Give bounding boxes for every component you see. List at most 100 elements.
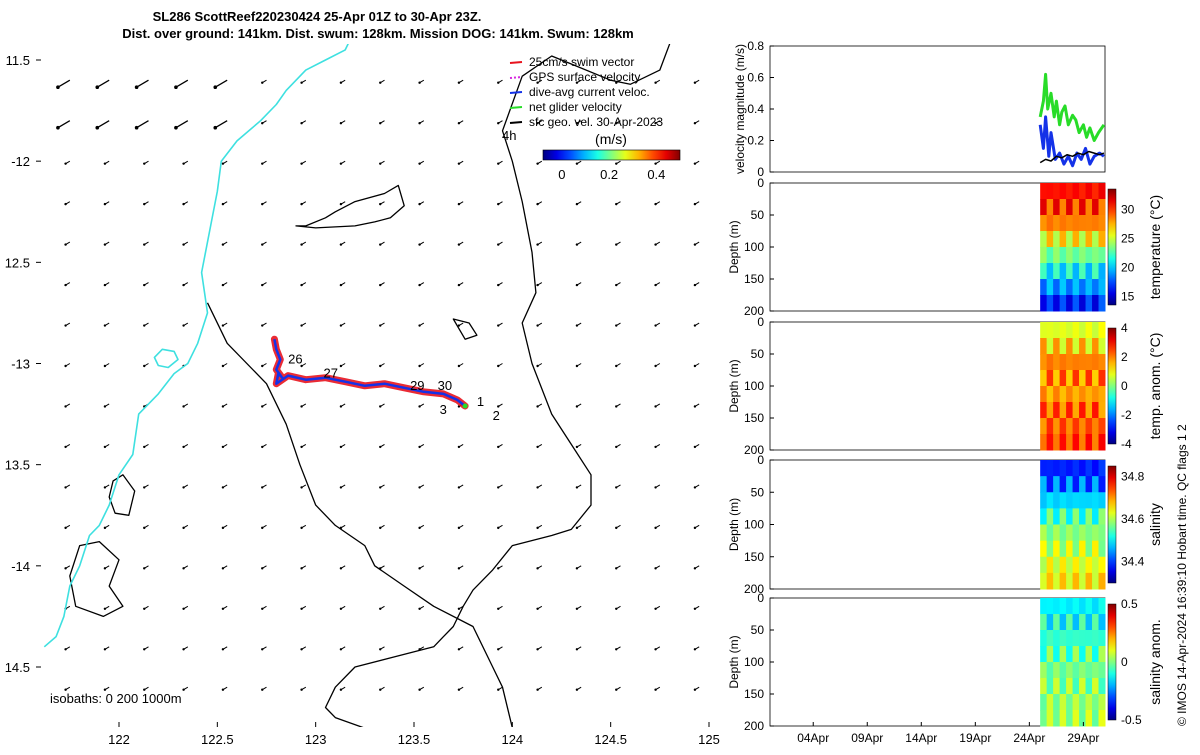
heatmap-cell: [1046, 556, 1054, 574]
heatmap-cell: [1059, 386, 1067, 403]
vector-arrow-head: [379, 324, 382, 327]
vector-arrow-head: [418, 122, 421, 125]
vector-arrow-head: [536, 567, 539, 570]
heatmap-cell: [1092, 231, 1100, 248]
heatmap-cell: [1040, 572, 1048, 590]
heatmap-cell: [1040, 630, 1048, 647]
vector-arrow: [457, 363, 464, 368]
heatmap-cell: [1072, 215, 1080, 232]
vector-arrow-head: [615, 324, 618, 327]
heatmap-y-tick-label: 100: [744, 379, 764, 393]
isobath-small-1: [108, 474, 136, 516]
vector-arrow-head: [64, 526, 67, 530]
map-x-tick-label: 122: [108, 732, 130, 747]
imos-credit: © IMOS 14-Apr-2024 16:39:10 Hobart time.…: [1175, 424, 1189, 726]
heatmap-cell: [1040, 460, 1048, 477]
vector-arrow: [64, 282, 71, 287]
map-colorbar-label: (m/s): [595, 131, 627, 147]
vector-arrow-head: [615, 243, 618, 246]
vector-arrow-head: [134, 85, 139, 90]
heatmap-cell: [1046, 524, 1054, 542]
vector-arrow-head: [339, 607, 343, 610]
heatmap-cell: [1066, 354, 1074, 371]
vector-arrow: [95, 79, 110, 90]
heatmap-cell: [1046, 215, 1054, 232]
legend-swatch: [509, 121, 523, 124]
heatmap-cell: [1040, 322, 1048, 339]
heatmap-cell: [1066, 402, 1074, 419]
vector-arrow: [457, 79, 464, 84]
heatmap-cell: [1053, 386, 1061, 403]
heatmap-cell: [1072, 694, 1080, 711]
vector-arrow: [143, 605, 149, 610]
vector-arrow-head: [379, 445, 382, 449]
heatmap-cell: [1079, 322, 1087, 339]
heatmap-cell: [1085, 508, 1093, 525]
vector-arrow-head: [103, 648, 107, 651]
vector-arrow-head: [615, 162, 618, 165]
vector-arrow-head: [103, 445, 107, 449]
vector-arrow: [64, 686, 71, 691]
vector-arrow: [693, 646, 700, 651]
heatmap-cell: [1079, 263, 1087, 280]
vector-arrow: [693, 484, 700, 489]
heatmap-cell: [1098, 556, 1106, 574]
vector-arrow: [379, 646, 385, 651]
heatmap-cell: [1053, 279, 1061, 296]
vector-arrow: [457, 282, 464, 287]
vector-arrow: [379, 524, 385, 530]
heatmap-cell: [1072, 492, 1080, 509]
heatmap-cell: [1098, 646, 1106, 663]
heatmap-cell: [1085, 295, 1093, 312]
heatmap-y-tick-label: 0: [757, 315, 764, 329]
heatmap-colorbar-tick: 15: [1121, 289, 1135, 303]
heatmap-cell: [1085, 460, 1093, 477]
vector-arrow-head: [300, 202, 303, 206]
vector-arrow: [56, 120, 71, 130]
vector-arrow: [615, 120, 621, 125]
vector-arrow-head: [379, 202, 382, 206]
heatmap-cell: [1059, 354, 1067, 371]
heatmap-cell: [1040, 418, 1048, 435]
vector-arrow-head: [143, 324, 146, 327]
vector-arrow-head: [497, 202, 500, 206]
heatmap-cell: [1053, 402, 1061, 419]
vector-arrow-head: [536, 445, 539, 449]
vector-arrow: [221, 201, 228, 206]
vector-arrow-head: [300, 243, 303, 246]
vector-arrow-head: [457, 364, 461, 368]
vector-arrow-head: [221, 283, 225, 287]
heatmap-cell: [1079, 434, 1087, 451]
vector-arrow-head: [64, 486, 67, 489]
vector-arrow-head: [575, 526, 579, 530]
vector-arrow-head: [64, 364, 67, 368]
heatmap-cell: [1079, 402, 1087, 419]
vector-arrow-head: [103, 607, 107, 610]
heatmap-cell: [1072, 402, 1080, 419]
heatmap-cell: [1085, 646, 1093, 663]
vector-arrow-head: [654, 405, 657, 408]
vector-arrow: [64, 565, 71, 570]
heatmap-cell: [1066, 279, 1074, 296]
vector-arrow-head: [615, 283, 618, 287]
vector-arrow-head: [497, 405, 500, 408]
vector-arrow-head: [497, 688, 500, 691]
vector-arrow-head: [693, 607, 697, 610]
heatmap-cell: [1059, 492, 1067, 509]
vector-arrow-head: [693, 283, 697, 287]
vector-arrow-head: [457, 607, 461, 610]
day-label: 27: [324, 366, 338, 381]
heatmap-cell: [1079, 598, 1087, 615]
heatmap-cell: [1053, 418, 1061, 435]
vector-arrow: [300, 646, 307, 651]
heatmap-cell: [1066, 215, 1074, 232]
vector-arrow-head: [497, 486, 500, 489]
vector-arrow: [654, 201, 661, 206]
heatmap-y-tick-label: 200: [744, 582, 764, 596]
vector-arrow: [615, 646, 621, 651]
vector-arrow: [615, 524, 621, 530]
heatmap-cell: [1098, 295, 1106, 312]
heatmap-cell: [1079, 556, 1087, 574]
isobaths-label: isobaths: 0 200 1000m: [50, 691, 182, 706]
vector-arrow-head: [103, 486, 107, 489]
